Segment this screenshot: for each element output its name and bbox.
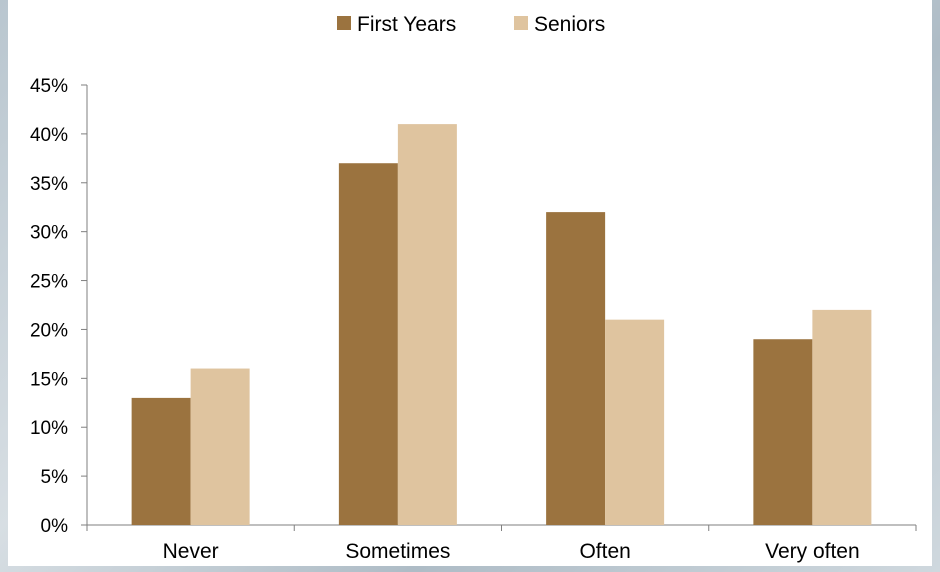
x-category-label: Very often bbox=[765, 540, 860, 563]
legend-swatch-first-years bbox=[337, 16, 351, 30]
y-tick-label: 40% bbox=[30, 125, 68, 146]
y-tick-label: 10% bbox=[30, 418, 68, 439]
x-category-label: Sometimes bbox=[345, 540, 450, 563]
y-tick-label: 25% bbox=[30, 272, 68, 293]
y-tick-label: 30% bbox=[30, 223, 68, 244]
bar bbox=[397, 124, 457, 525]
labels: 0% 5% 10% 15% 20% 25% 30% 35% 40% 45% Never Sometim… bbox=[30, 76, 860, 563]
bar bbox=[131, 397, 191, 525]
bar bbox=[546, 212, 606, 525]
y-tick-label: 15% bbox=[30, 369, 68, 390]
x-category-label: Often bbox=[579, 540, 630, 563]
bar bbox=[605, 319, 665, 525]
legend-label-seniors: Seniors bbox=[534, 13, 605, 36]
bar bbox=[812, 309, 872, 525]
y-tick-label: 20% bbox=[30, 320, 68, 341]
bars bbox=[131, 124, 872, 525]
y-tick-label: 45% bbox=[30, 76, 68, 97]
legend: First Years Seniors bbox=[337, 13, 605, 36]
bar bbox=[753, 339, 813, 525]
bar bbox=[190, 368, 250, 525]
bar bbox=[338, 163, 398, 525]
x-category-label: Never bbox=[163, 540, 219, 563]
legend-swatch-seniors bbox=[514, 16, 528, 30]
y-tick-label: 0% bbox=[41, 516, 69, 537]
y-tick-label: 5% bbox=[41, 467, 69, 488]
y-tick-label: 35% bbox=[30, 174, 68, 195]
legend-label-first-years: First Years bbox=[357, 13, 456, 36]
